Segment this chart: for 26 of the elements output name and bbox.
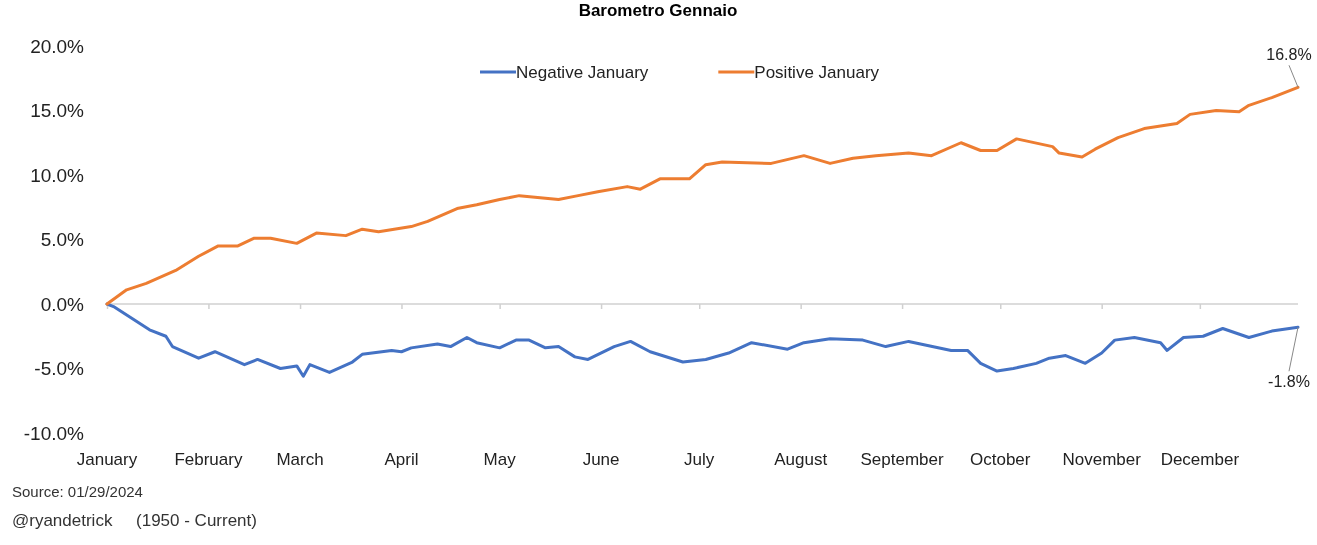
- y-tick-label: 15.0%: [30, 100, 85, 122]
- legend-label: Negative January: [516, 62, 649, 82]
- y-tick-label: 10.0%: [30, 164, 85, 186]
- source-note: Source: 01/29/2024: [12, 483, 143, 500]
- x-tick-label: July: [684, 450, 715, 469]
- x-tick-label: November: [1062, 450, 1142, 469]
- x-tick-label: June: [582, 450, 620, 469]
- x-tick-label: January: [76, 450, 138, 469]
- y-tick-label: -5.0%: [34, 358, 85, 380]
- y-tick-label: 0.0%: [40, 293, 85, 315]
- x-tick-label: February: [174, 450, 243, 469]
- x-tick-label: April: [384, 450, 419, 469]
- legend-label: Positive January: [754, 62, 880, 82]
- y-tick-label: -10.0%: [23, 422, 85, 444]
- x-tick-label: October: [970, 450, 1031, 469]
- text: @ryandetrick (1950 - Current): [12, 511, 257, 530]
- annotation: -1.8%: [1268, 373, 1310, 391]
- x-tick-label: May: [483, 450, 517, 469]
- chart-title: Barometro Gennaio: [578, 1, 738, 20]
- x-tick-label: August: [774, 450, 828, 469]
- x-tick-label: December: [1160, 450, 1240, 469]
- y-tick-label: 5.0%: [40, 229, 85, 251]
- y-tick-label: 20.0%: [30, 35, 85, 57]
- annotation: 16.8%: [1266, 46, 1312, 64]
- x-tick-label: March: [276, 450, 324, 469]
- x-tick-label: September: [860, 450, 944, 469]
